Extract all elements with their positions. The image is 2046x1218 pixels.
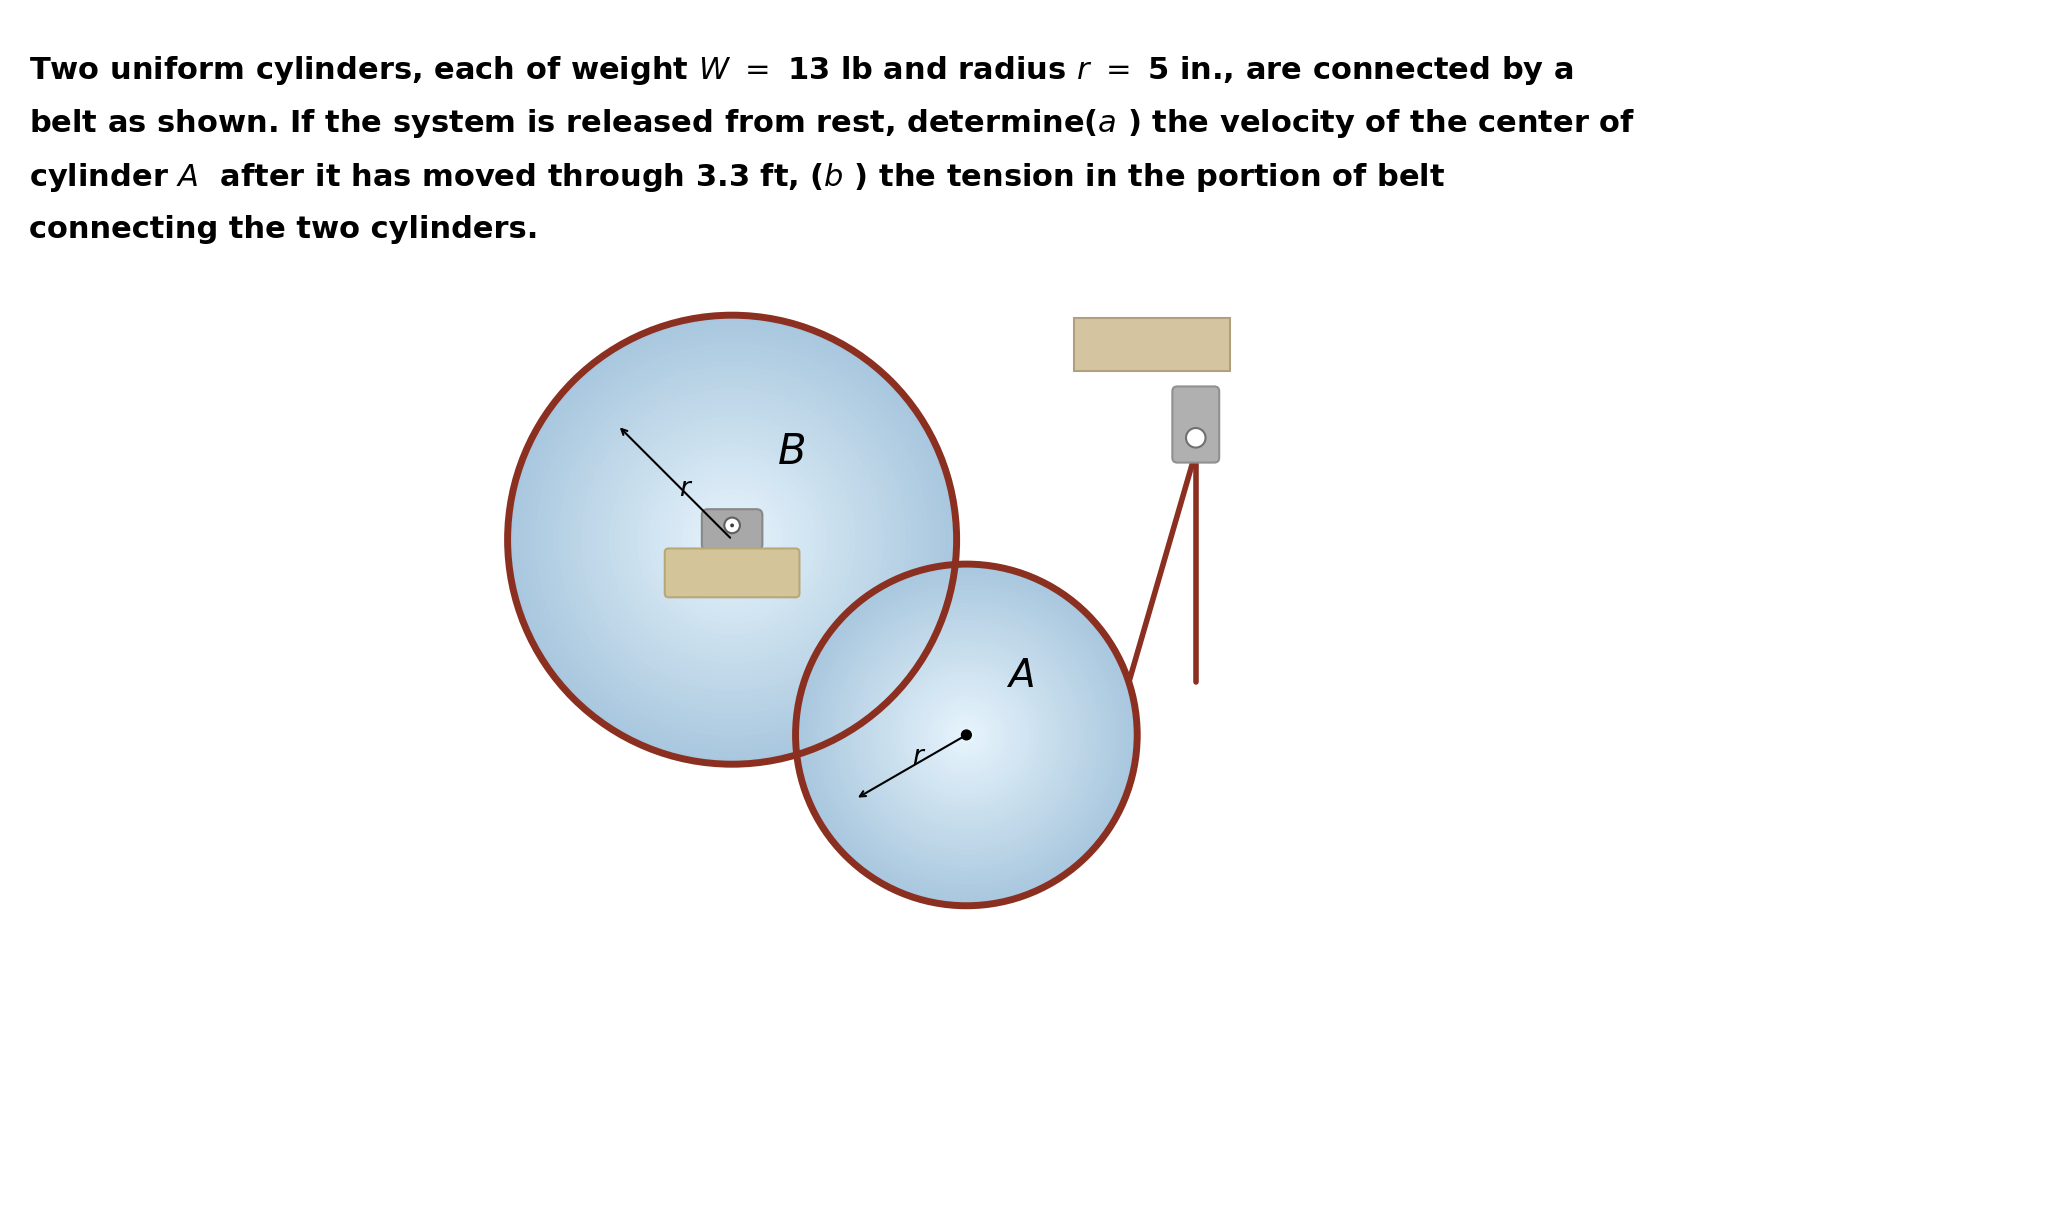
- Circle shape: [724, 518, 741, 533]
- Circle shape: [872, 641, 1060, 829]
- Circle shape: [941, 709, 992, 760]
- Circle shape: [812, 581, 1119, 889]
- Circle shape: [902, 671, 1031, 799]
- Circle shape: [886, 654, 1048, 816]
- Circle shape: [575, 382, 890, 697]
- Circle shape: [636, 445, 827, 635]
- FancyBboxPatch shape: [665, 548, 800, 597]
- Circle shape: [855, 624, 1078, 847]
- Circle shape: [687, 495, 777, 585]
- Circle shape: [542, 348, 923, 731]
- Circle shape: [894, 663, 1039, 808]
- Circle shape: [614, 421, 849, 658]
- Circle shape: [716, 523, 749, 557]
- Circle shape: [698, 505, 765, 574]
- Circle shape: [710, 518, 755, 563]
- Circle shape: [581, 389, 884, 692]
- Circle shape: [906, 675, 1027, 794]
- Circle shape: [720, 529, 743, 551]
- Circle shape: [524, 333, 939, 748]
- Circle shape: [859, 628, 1074, 842]
- Circle shape: [559, 365, 906, 714]
- Circle shape: [608, 417, 855, 663]
- Circle shape: [868, 637, 1064, 833]
- Circle shape: [730, 524, 735, 527]
- Text: $\mathit{r}$: $\mathit{r}$: [679, 476, 694, 502]
- Circle shape: [923, 692, 1009, 777]
- Text: Two uniform cylinders, each of weight $\mathbf{\mathit{W}}$ $=$ 13 lb and radius: Two uniform cylinders, each of weight $\…: [29, 54, 1573, 86]
- Circle shape: [694, 501, 771, 579]
- Circle shape: [876, 646, 1056, 825]
- Circle shape: [800, 569, 1133, 901]
- Circle shape: [851, 620, 1082, 850]
- Circle shape: [514, 320, 951, 759]
- Circle shape: [953, 722, 980, 748]
- Circle shape: [847, 615, 1086, 855]
- Text: $\mathit{r}$: $\mathit{r}$: [913, 744, 927, 770]
- Circle shape: [530, 337, 935, 742]
- Circle shape: [620, 428, 845, 652]
- Circle shape: [604, 410, 861, 669]
- Circle shape: [704, 512, 761, 568]
- Circle shape: [910, 680, 1021, 790]
- Circle shape: [675, 484, 788, 596]
- Circle shape: [919, 688, 1013, 782]
- Circle shape: [825, 594, 1107, 876]
- Circle shape: [890, 658, 1043, 811]
- Circle shape: [820, 590, 1111, 881]
- Circle shape: [958, 726, 976, 743]
- FancyBboxPatch shape: [1172, 386, 1219, 463]
- Circle shape: [626, 434, 839, 647]
- Circle shape: [597, 406, 868, 675]
- Circle shape: [681, 490, 784, 591]
- Circle shape: [569, 376, 894, 703]
- Circle shape: [843, 611, 1091, 859]
- Circle shape: [796, 564, 1138, 906]
- Circle shape: [665, 473, 800, 607]
- Circle shape: [585, 393, 878, 686]
- Circle shape: [671, 477, 794, 602]
- Circle shape: [1187, 428, 1205, 447]
- Circle shape: [726, 533, 739, 546]
- Circle shape: [945, 714, 988, 756]
- FancyBboxPatch shape: [702, 509, 763, 551]
- Circle shape: [929, 697, 1005, 773]
- Circle shape: [565, 371, 900, 708]
- Circle shape: [863, 632, 1068, 838]
- Circle shape: [933, 700, 1000, 769]
- Circle shape: [659, 466, 804, 613]
- Circle shape: [816, 586, 1115, 884]
- Circle shape: [804, 572, 1129, 898]
- Circle shape: [653, 462, 810, 619]
- Circle shape: [536, 343, 929, 736]
- Circle shape: [937, 705, 996, 765]
- Circle shape: [642, 449, 822, 630]
- Circle shape: [882, 649, 1052, 821]
- Text: $\mathit{A}$: $\mathit{A}$: [1007, 658, 1033, 695]
- Circle shape: [898, 666, 1035, 803]
- Circle shape: [839, 607, 1095, 864]
- FancyBboxPatch shape: [1074, 318, 1230, 371]
- Circle shape: [831, 598, 1103, 872]
- Circle shape: [949, 717, 984, 752]
- Circle shape: [630, 438, 833, 641]
- Circle shape: [808, 577, 1125, 893]
- Circle shape: [962, 731, 970, 739]
- Text: belt as shown. If the system is released from rest, determine($\mathbf{\mathit{a: belt as shown. If the system is released…: [29, 107, 1635, 140]
- Text: $\mathit{B}$: $\mathit{B}$: [777, 431, 804, 473]
- Circle shape: [546, 354, 917, 725]
- Circle shape: [962, 730, 972, 739]
- Circle shape: [649, 456, 816, 624]
- Circle shape: [915, 683, 1017, 786]
- Text: connecting the two cylinders.: connecting the two cylinders.: [29, 214, 538, 244]
- Circle shape: [507, 315, 958, 764]
- Circle shape: [835, 603, 1099, 867]
- Circle shape: [591, 400, 872, 680]
- Text: cylinder $\mathbf{\mathit{A}}$  after it has moved through 3.3 ft, ($\mathbf{\ma: cylinder $\mathbf{\mathit{A}}$ after it …: [29, 161, 1444, 194]
- Circle shape: [520, 326, 945, 753]
- Circle shape: [552, 361, 913, 720]
